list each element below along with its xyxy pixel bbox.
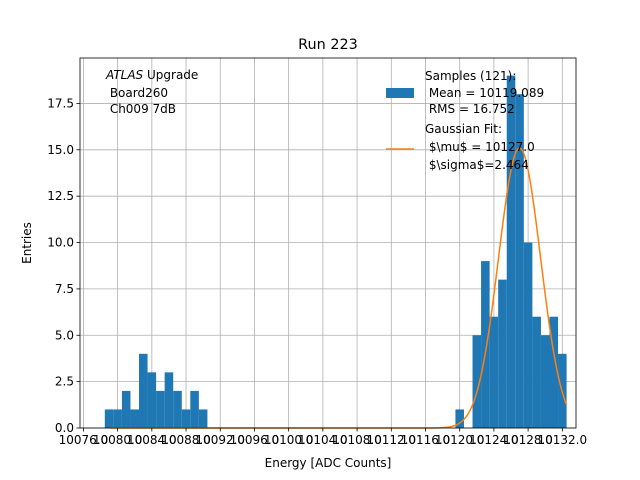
histogram-bar	[523, 242, 533, 428]
y-tick-label: 0.0	[55, 421, 74, 435]
histogram-bar	[164, 372, 174, 428]
histogram-bar	[549, 316, 559, 428]
x-tick-label: 10128.0	[503, 433, 553, 447]
x-tick-label: 10108.0	[332, 433, 382, 447]
x-tick-label: 10076.0	[59, 433, 109, 447]
histogram-bar	[472, 335, 482, 428]
y-axis-label: Entries	[20, 222, 34, 264]
histogram-bar	[481, 261, 490, 428]
histogram-bar	[147, 372, 157, 428]
plot-frame	[79, 57, 577, 429]
x-tick-label: 10116.0	[401, 433, 451, 447]
histogram-bar	[498, 279, 507, 428]
x-tick-label: 10084.0	[127, 433, 177, 447]
legend-samples-line-1: Samples (121):	[425, 69, 516, 83]
histogram-bar	[181, 409, 191, 428]
y-tick-label: 5.0	[55, 328, 74, 342]
x-tick-label: 10132.0	[538, 433, 588, 447]
histogram-bar	[121, 390, 131, 428]
x-tick-label: 10100.0	[264, 433, 314, 447]
y-tick-label: 17.5	[47, 96, 74, 110]
histogram-bar	[173, 390, 182, 428]
x-tick-label: 10124.0	[469, 433, 519, 447]
x-axis-label: Energy [ADC Counts]	[265, 456, 392, 470]
annotation-box: ATLAS Upgrade Board260 Ch009 7dB	[105, 68, 198, 116]
histogram-bar	[506, 75, 516, 428]
histogram-bar	[455, 409, 464, 428]
histogram-bar	[104, 409, 114, 428]
x-axis-ticks: 10076.010080.010084.010088.010092.010096…	[59, 428, 588, 447]
histogram-bar	[540, 335, 550, 428]
histogram-bar	[532, 316, 541, 428]
legend-fit-line-3: $\sigma$=2.464	[425, 158, 529, 172]
histogram-bar	[198, 409, 208, 428]
annotation-experiment-suffix: Upgrade	[143, 68, 198, 82]
y-tick-label: 12.5	[47, 189, 74, 203]
chart-title: Run 223	[298, 37, 358, 53]
legend-fit-line-2: $\mu$ = 10127.0	[425, 140, 535, 154]
y-tick-label: 7.5	[55, 282, 74, 296]
histogram-bar	[190, 390, 199, 428]
legend-samples-line-3: RMS = 16.752	[425, 102, 515, 116]
histogram-bars	[104, 75, 567, 429]
y-tick-label: 2.5	[55, 375, 74, 389]
histogram-bar	[515, 94, 524, 429]
legend-swatch-samples	[386, 88, 414, 98]
legend: Samples (121): Mean = 10119.089 RMS = 16…	[386, 69, 544, 172]
y-tick-label: 15.0	[47, 143, 74, 157]
histogram-bar	[113, 409, 122, 428]
x-tick-label: 10092.0	[195, 433, 245, 447]
y-tick-label: 10.0	[47, 236, 74, 250]
x-tick-label: 10104.0	[298, 433, 348, 447]
annotation-experiment: ATLAS	[105, 68, 144, 82]
x-tick-label: 10096.0	[230, 433, 280, 447]
x-tick-label: 10080.0	[93, 433, 143, 447]
x-tick-label: 10112.0	[366, 433, 416, 447]
grid	[80, 58, 576, 429]
histogram-bar	[139, 353, 148, 428]
legend-fit-line-1: Gaussian Fit:	[425, 122, 502, 136]
histogram-bar	[489, 316, 499, 428]
histogram-bar	[156, 390, 165, 428]
legend-samples-line-2: Mean = 10119.089	[425, 86, 544, 100]
annotation-line-1: ATLAS Upgrade	[105, 68, 198, 82]
x-tick-label: 10120.0	[435, 433, 485, 447]
annotation-channel: Ch009 7dB	[106, 102, 176, 116]
y-axis-ticks: 0.0 2.5 5.0 7.5 10.0 12.5 15.0 17.5	[47, 96, 80, 435]
x-tick-label: 10088.0	[161, 433, 211, 447]
annotation-board: Board260	[106, 86, 168, 100]
histogram-bar	[130, 409, 140, 428]
